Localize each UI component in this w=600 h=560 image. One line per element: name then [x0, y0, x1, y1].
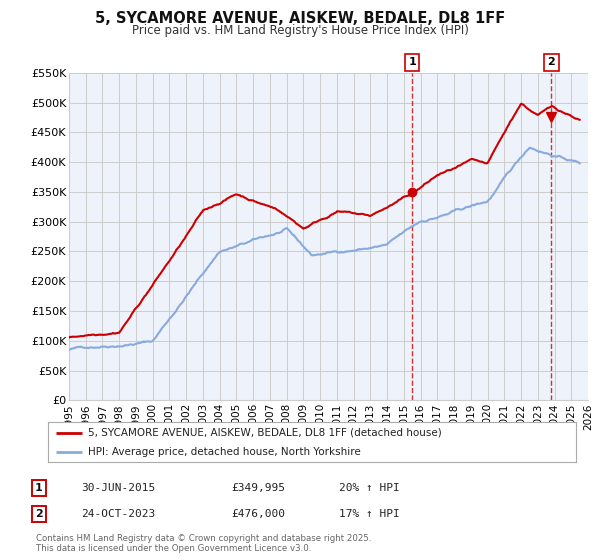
Text: 2: 2 — [35, 509, 43, 519]
Text: HPI: Average price, detached house, North Yorkshire: HPI: Average price, detached house, Nort… — [88, 447, 361, 457]
Text: 30-JUN-2015: 30-JUN-2015 — [81, 483, 155, 493]
Text: 5, SYCAMORE AVENUE, AISKEW, BEDALE, DL8 1FF: 5, SYCAMORE AVENUE, AISKEW, BEDALE, DL8 … — [95, 11, 505, 26]
Text: 17% ↑ HPI: 17% ↑ HPI — [339, 509, 400, 519]
Text: 1: 1 — [35, 483, 43, 493]
Text: £476,000: £476,000 — [231, 509, 285, 519]
Text: 1: 1 — [409, 57, 416, 67]
Text: £349,995: £349,995 — [231, 483, 285, 493]
Text: Price paid vs. HM Land Registry's House Price Index (HPI): Price paid vs. HM Land Registry's House … — [131, 24, 469, 36]
Text: 5, SYCAMORE AVENUE, AISKEW, BEDALE, DL8 1FF (detached house): 5, SYCAMORE AVENUE, AISKEW, BEDALE, DL8 … — [88, 428, 442, 438]
Text: 24-OCT-2023: 24-OCT-2023 — [81, 509, 155, 519]
Text: 2: 2 — [547, 57, 555, 67]
Text: 20% ↑ HPI: 20% ↑ HPI — [339, 483, 400, 493]
Text: Contains HM Land Registry data © Crown copyright and database right 2025.
This d: Contains HM Land Registry data © Crown c… — [36, 534, 371, 553]
